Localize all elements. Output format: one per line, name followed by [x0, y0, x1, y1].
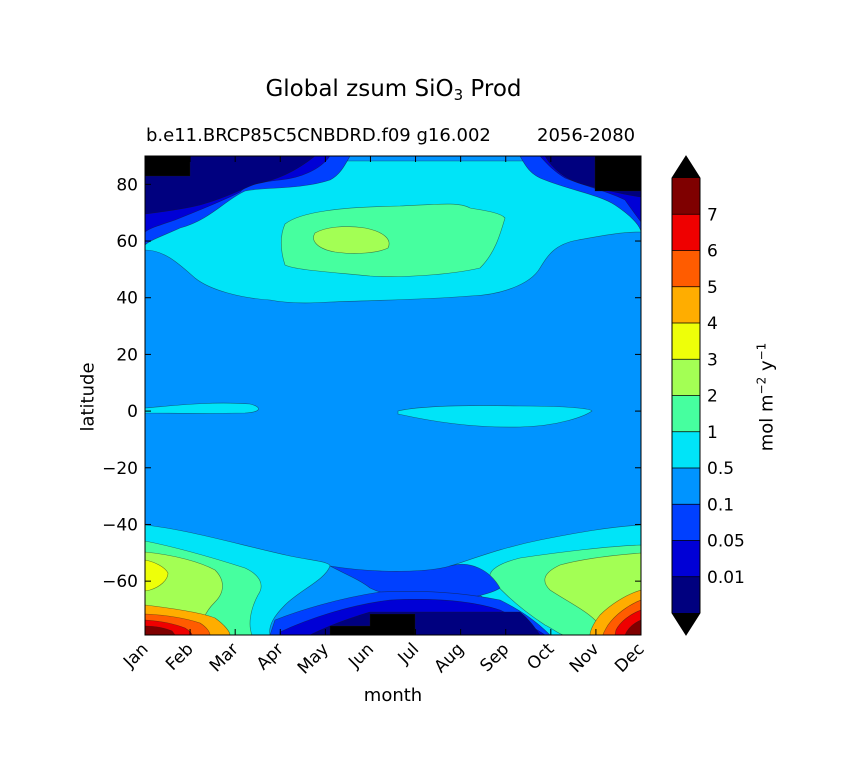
contour-region-arctic-black-r: [594, 156, 641, 192]
colorbar-segment: [672, 504, 700, 541]
contour-region-ant-dark: [145, 625, 176, 635]
colorbar-tick-label: 5: [707, 278, 718, 298]
x-tick-label: Jun: [344, 639, 378, 673]
colorbar-segment: [672, 395, 700, 432]
contour-region-arctic-black: [145, 156, 191, 177]
y-tick-label: 60: [116, 232, 138, 252]
x-axis-label: month: [363, 685, 423, 706]
colorbar-segment: [672, 468, 700, 505]
contour-region-eq-right: [397, 405, 593, 428]
colorbar-segment: [672, 359, 700, 396]
chart-subtitle-years: 2056-2080: [537, 125, 636, 146]
x-tick-label: Sep: [476, 639, 513, 676]
x-tick-label: Jul: [394, 639, 423, 668]
x-tick-label: Apr: [253, 639, 288, 674]
colorbar-tick-label: 0.5: [707, 459, 734, 479]
y-tick-label: 40: [116, 289, 138, 309]
y-tick-label: 20: [116, 345, 138, 365]
contour-region-south-black: [329, 613, 416, 635]
y-tick-label: −40: [102, 515, 138, 535]
chart-title: Global zsum SiO3 Prod: [265, 76, 522, 104]
colorbar-tick-label: 1: [707, 423, 718, 443]
x-tick-label: May: [294, 639, 333, 678]
y-tick-label: −20: [102, 459, 138, 479]
x-tick-label: Oct: [523, 639, 558, 674]
plot-frame: [144, 155, 642, 636]
colorbar: 0.01 0.05 0.1 0.5 1 2 3 4 5 6 7: [671, 155, 745, 636]
colorbar-tick-label: 0.01: [707, 568, 745, 588]
colorbar-outline: [671, 155, 701, 636]
contour-region-eq-left: [145, 402, 259, 414]
colorbar-tick-label: 6: [707, 242, 718, 262]
contour-region-north-peak: [313, 226, 390, 254]
colorbar-segment: [672, 214, 700, 251]
colorbar-segment: [672, 178, 700, 215]
x-tick-label: Aug: [431, 639, 469, 677]
x-tick-label: Mar: [206, 639, 243, 676]
y-tick-label: −60: [102, 572, 138, 592]
x-tick-label: Dec: [611, 639, 648, 676]
colorbar-tick-label: 3: [707, 350, 718, 370]
x-tick-label: Jan: [119, 639, 152, 672]
contour-region-ant-dark-r: [624, 619, 641, 635]
colorbar-extend-bottom: [672, 613, 700, 635]
colorbar-segment: [672, 431, 700, 468]
colorbar-segment: [672, 250, 700, 287]
colorbar-tick-label: 7: [707, 205, 718, 225]
y-axis: −60 −40 −20 0 20 40 60 80: [102, 175, 641, 592]
colorbar-segment: [672, 540, 700, 577]
contour-field: [145, 156, 641, 635]
contour-region-south-lowmid: [329, 564, 501, 601]
contour-region-north-bloom: [280, 203, 506, 277]
colorbar-tick-label: 2: [707, 387, 718, 407]
colorbar-tick-label: 0.1: [707, 495, 734, 515]
colorbar-segment: [672, 323, 700, 360]
y-tick-label: 0: [127, 402, 138, 422]
chart-subtitle-case: b.e11.BRCP85C5CNBDRD.f09 g16.002: [146, 125, 491, 146]
colorbar-extend-top: [672, 156, 700, 178]
x-tick-label: Feb: [162, 639, 197, 674]
colorbar-segment: [672, 576, 700, 613]
y-tick-label: 80: [116, 175, 138, 195]
contour-region-south-yellow: [145, 559, 169, 592]
colorbar-tick-label: 0.05: [707, 532, 745, 552]
colorbar-segment: [672, 286, 700, 323]
colorbar-tick-label: 4: [707, 314, 718, 334]
x-tick-label: Nov: [566, 639, 604, 677]
